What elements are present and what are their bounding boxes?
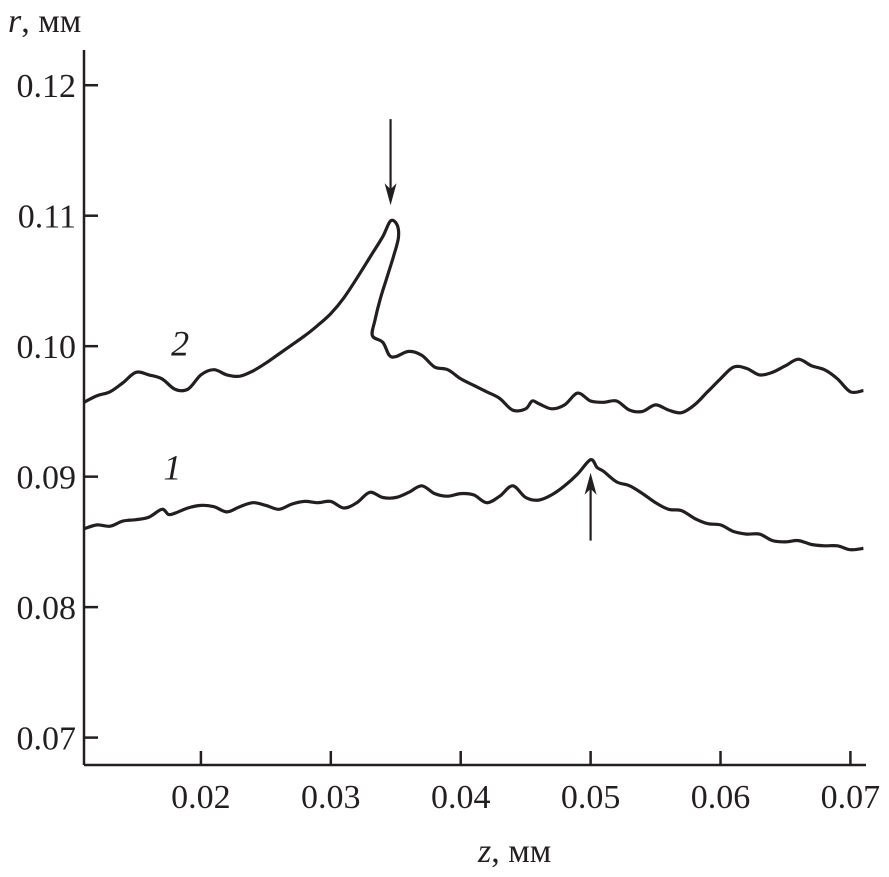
x-axis-unit: , мм — [491, 833, 551, 870]
y-tick-label: 0.11 — [18, 199, 76, 236]
x-tick-label: 0.05 — [561, 779, 621, 816]
series-label-2: 2 — [171, 323, 189, 363]
axes: 0.02 0.03 0.04 0.05 0.06 0.07 0.07 0.08 0.09 0.10… — [17, 50, 881, 816]
y-tick-label: 0.08 — [17, 590, 77, 627]
y-axis-title: r, мм — [8, 3, 81, 40]
x-tick-label: 0.03 — [301, 779, 361, 816]
y-tick-label: 0.07 — [17, 721, 77, 758]
x-tick-label: 0.07 — [821, 779, 881, 816]
x-axis-title: z, мм — [477, 833, 551, 870]
arrow-down-icon — [384, 183, 397, 206]
y-axis-unit: , мм — [21, 3, 81, 40]
series-line-2 — [83, 218, 864, 415]
x-axis-var: z — [477, 833, 491, 870]
y-tick-label: 0.09 — [17, 460, 77, 497]
x-tick-label: 0.02 — [171, 779, 231, 816]
series-line-1 — [83, 458, 864, 552]
y-tick-label: 0.12 — [17, 68, 77, 105]
y-axis-var: r — [8, 3, 22, 40]
annotations — [384, 119, 597, 541]
series-label-1: 1 — [163, 447, 181, 487]
x-tick-label: 0.06 — [691, 779, 751, 816]
arrow-up-icon — [584, 472, 597, 495]
x-tick-label: 0.04 — [431, 779, 491, 816]
series-lines: 12 — [83, 218, 864, 552]
y-tick-label: 0.10 — [17, 329, 77, 366]
